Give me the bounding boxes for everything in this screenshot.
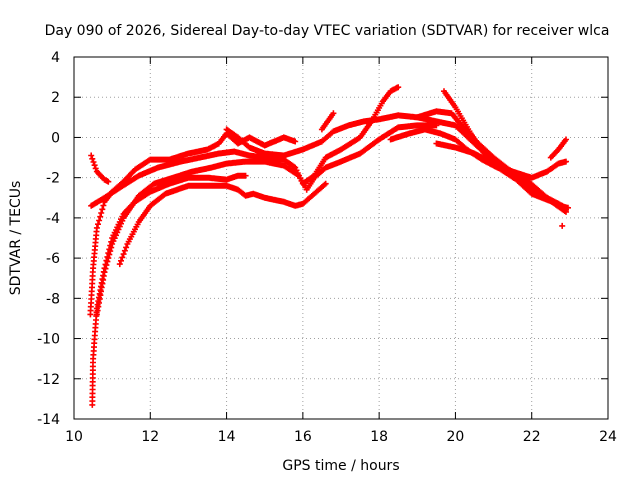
axis-ticks <box>73 56 609 420</box>
x-axis-label: GPS time / hours <box>282 458 399 474</box>
y-tick-label: -6 <box>46 251 60 267</box>
series-track-13 <box>547 136 569 161</box>
y-tick-label: -2 <box>46 171 60 187</box>
chart-title: Day 090 of 2026, Sidereal Day-to-day VTE… <box>45 23 610 39</box>
data-points <box>88 152 112 185</box>
x-tick-label: 10 <box>65 429 83 445</box>
data-points <box>559 222 566 229</box>
x-tick-label: 18 <box>370 429 388 445</box>
y-axis-label: SDTVAR / TECUs <box>8 181 24 296</box>
x-tick-label: 22 <box>523 429 541 445</box>
data-points <box>116 180 329 268</box>
series-track-4 <box>89 172 249 408</box>
data-points <box>318 110 337 133</box>
y-tick-label: -12 <box>37 372 60 388</box>
x-tick-label: 16 <box>294 429 312 445</box>
series-track-5 <box>93 122 440 318</box>
plot-frame <box>73 56 609 420</box>
y-tick-label: -14 <box>37 412 60 428</box>
y-tick-label: 4 <box>51 50 60 66</box>
x-tick-label: 24 <box>599 429 617 445</box>
y-tick-label: -4 <box>46 211 60 227</box>
data-points <box>88 84 402 209</box>
data-points <box>547 136 569 161</box>
series-track-8 <box>318 110 337 133</box>
x-tick-label: 12 <box>141 429 159 445</box>
y-tick-label: 2 <box>51 90 60 106</box>
series-track-12 <box>441 88 569 213</box>
series-track-2 <box>88 152 112 185</box>
x-tick-label: 20 <box>447 429 465 445</box>
y-tick-label: -10 <box>37 332 60 348</box>
data-points <box>93 122 440 318</box>
series-track-14 <box>559 222 566 229</box>
y-tick-label: 0 <box>51 130 60 146</box>
x-tick-label: 14 <box>218 429 236 445</box>
series-track-6 <box>116 180 329 268</box>
y-tick-label: -8 <box>46 291 60 307</box>
data-points <box>89 172 249 408</box>
data-series <box>87 84 571 408</box>
data-points <box>441 88 569 213</box>
grid <box>74 57 608 419</box>
series-track-3 <box>88 84 402 209</box>
